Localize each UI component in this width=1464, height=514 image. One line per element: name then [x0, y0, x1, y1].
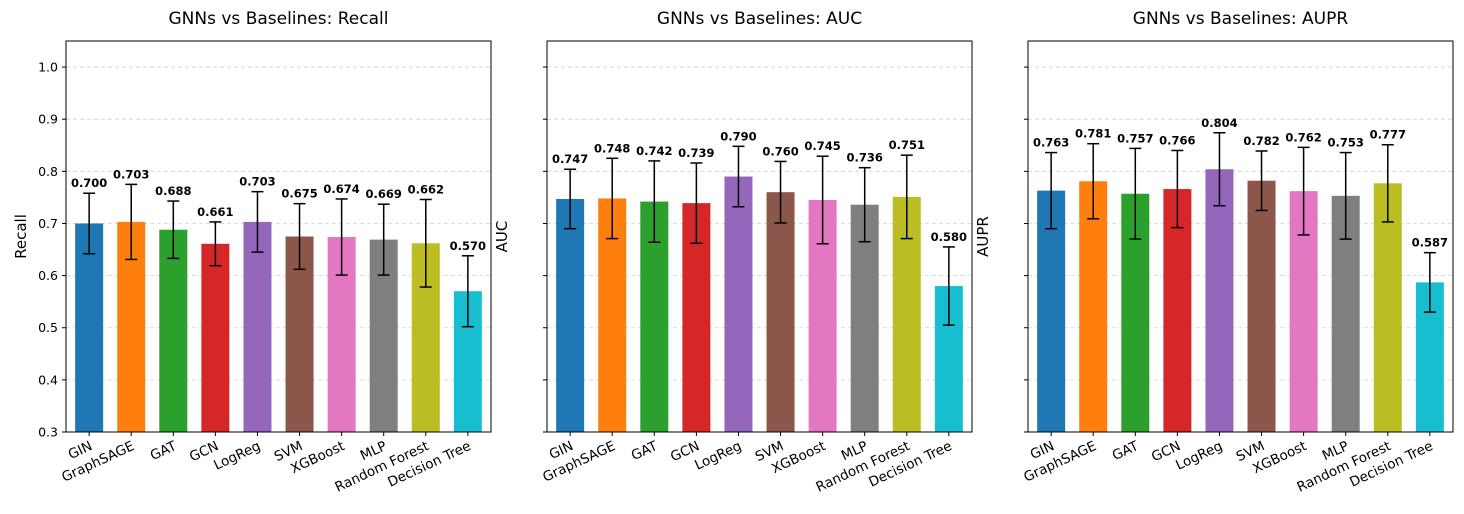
value-label-xgboost: 0.674 — [323, 182, 359, 196]
value-label-random-forest: 0.662 — [408, 182, 444, 196]
auc-panel: 0.747 0.748 0.742 0.739 0.790 0.760 0.745 0.736… — [493, 9, 973, 496]
value-label-random-forest: 0.751 — [889, 138, 925, 152]
value-label-decision-tree: 0.580 — [931, 230, 967, 244]
value-label-graphsage: 0.703 — [113, 167, 149, 181]
y-tick-label: 0.4 — [38, 372, 58, 387]
value-label-xgboost: 0.745 — [804, 139, 840, 153]
bar-logreg — [724, 176, 753, 432]
value-label-logreg: 0.703 — [239, 175, 275, 189]
value-label-gin: 0.747 — [552, 152, 588, 166]
value-label-logreg: 0.790 — [720, 129, 756, 143]
bar-svm — [766, 192, 795, 432]
bar-logreg — [1205, 169, 1234, 433]
value-label-svm: 0.675 — [281, 187, 317, 201]
y-tick-label: 0.5 — [38, 320, 58, 335]
y-tick-label: 0.9 — [38, 112, 58, 127]
value-label-logreg: 0.804 — [1201, 116, 1237, 130]
value-label-svm: 0.782 — [1243, 134, 1279, 148]
bar-logreg — [243, 221, 272, 432]
bar-gat — [159, 229, 188, 432]
bar-mlp — [850, 204, 879, 432]
value-label-decision-tree: 0.570 — [450, 239, 486, 253]
value-label-gat: 0.757 — [1117, 131, 1153, 145]
x-tick-label-logreg: LogReg — [692, 438, 744, 474]
y-tick-label: 1.0 — [38, 60, 58, 75]
y-tick-label: 0.7 — [38, 216, 58, 231]
value-label-gat: 0.742 — [636, 144, 672, 158]
bar-gcn — [201, 243, 230, 432]
x-tick-label-logreg: LogReg — [1173, 438, 1225, 474]
value-label-mlp: 0.736 — [847, 151, 883, 165]
value-label-gcn: 0.661 — [197, 205, 233, 219]
y-axis-label: AUC — [493, 221, 511, 253]
bar-graphsage — [1079, 181, 1108, 432]
value-label-mlp: 0.669 — [366, 187, 402, 201]
y-tick-label: 0.6 — [38, 268, 58, 283]
y-tick-label: 0.3 — [38, 425, 58, 440]
x-tick-label-gat: GAT — [629, 438, 661, 464]
value-label-gin: 0.763 — [1033, 136, 1069, 150]
chart-title: GNNs vs Baselines: AUC — [657, 9, 862, 29]
value-label-gin: 0.700 — [71, 176, 107, 190]
bar-gin — [556, 198, 585, 432]
chart-title: GNNs vs Baselines: Recall — [169, 9, 389, 29]
x-tick-label-gat: GAT — [1110, 438, 1142, 464]
value-label-svm: 0.760 — [762, 144, 798, 158]
aupr-panel: 0.763 0.781 0.757 0.766 0.804 0.782 0.762 0.753… — [974, 9, 1454, 496]
y-axis-label: AUPR — [974, 216, 992, 257]
value-label-decision-tree: 0.587 — [1412, 236, 1448, 250]
y-tick-label: 0.8 — [38, 164, 58, 179]
value-label-graphsage: 0.748 — [594, 141, 630, 155]
bar-svm — [1247, 180, 1276, 432]
chart-title: GNNs vs Baselines: AUPR — [1133, 9, 1349, 29]
value-label-xgboost: 0.762 — [1285, 130, 1321, 144]
value-label-gcn: 0.766 — [1159, 133, 1195, 147]
axes-frame — [1027, 40, 1454, 433]
axes-frame — [546, 40, 973, 433]
bar-gin — [1037, 190, 1066, 432]
value-label-mlp: 0.753 — [1328, 136, 1364, 150]
value-label-gat: 0.688 — [155, 184, 191, 198]
y-axis-label: Recall — [12, 214, 30, 259]
value-label-random-forest: 0.777 — [1370, 128, 1406, 142]
x-tick-label-gat: GAT — [148, 438, 180, 464]
value-label-gcn: 0.739 — [678, 146, 714, 160]
x-tick-label-logreg: LogReg — [211, 438, 263, 474]
axes-frame — [65, 40, 492, 433]
bar-gcn — [1163, 189, 1192, 432]
bar-random-forest — [1373, 183, 1402, 432]
recall-panel: 0.700 0.703 0.688 0.661 0.703 0.675 0.674 0.669… — [12, 9, 492, 496]
value-label-graphsage: 0.781 — [1075, 127, 1111, 141]
bar-gin — [75, 223, 104, 432]
